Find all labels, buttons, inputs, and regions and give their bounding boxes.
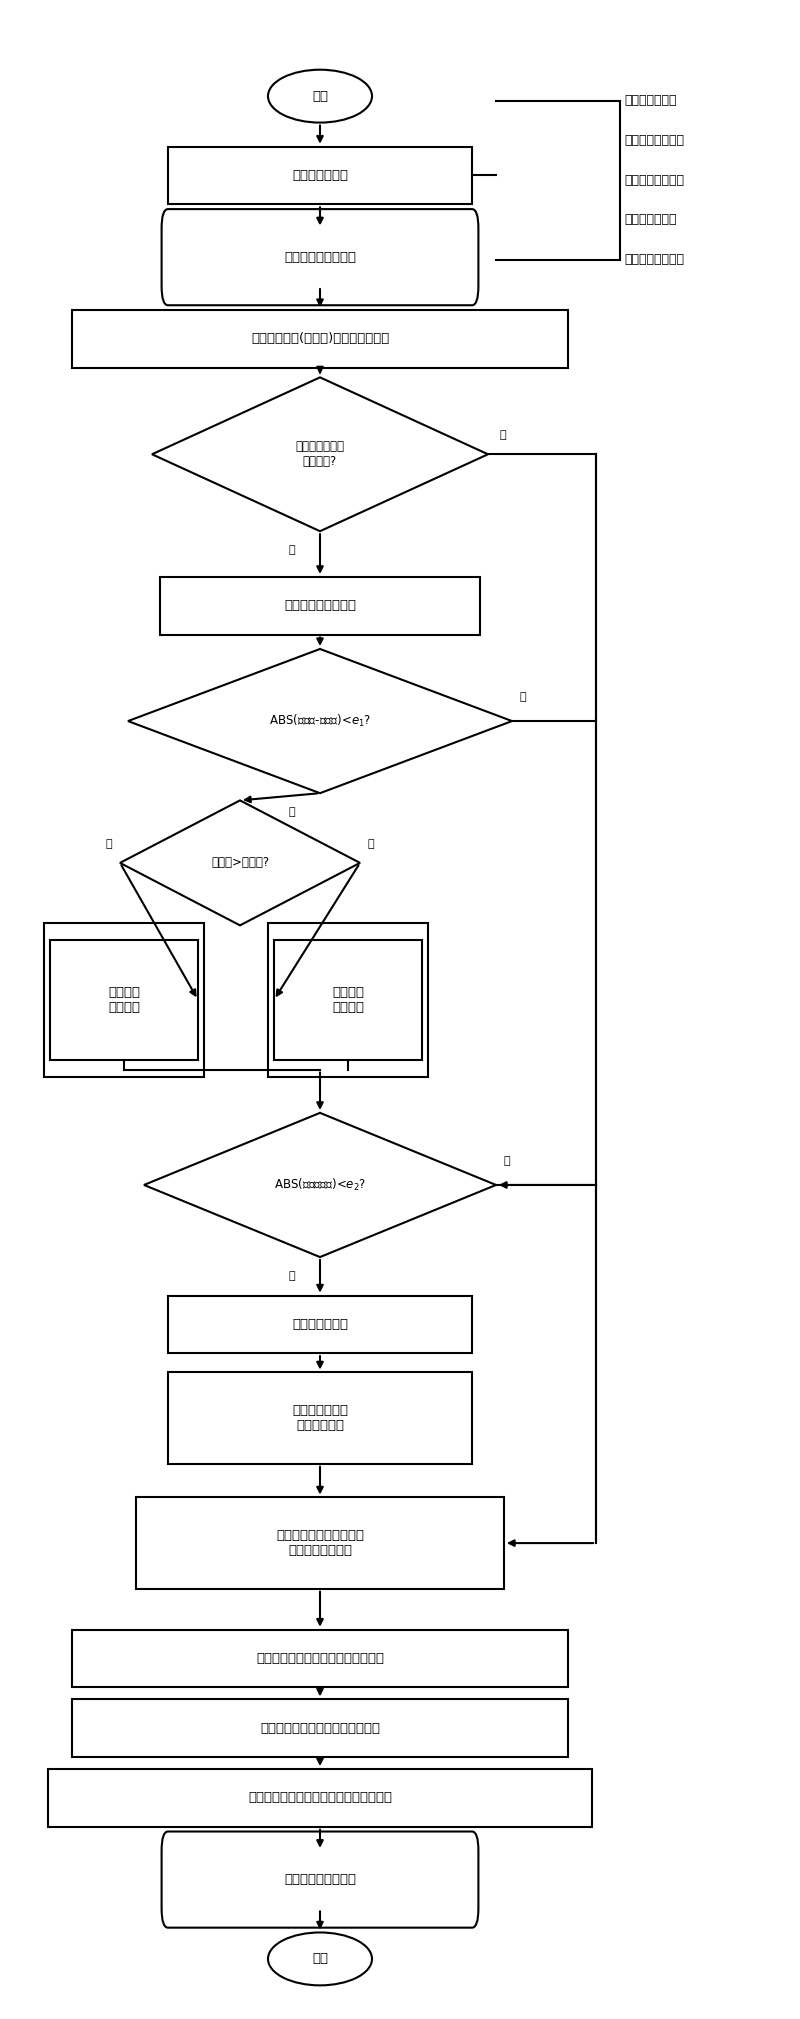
Text: 统计开路率和短路率: 统计开路率和短路率	[284, 600, 356, 612]
Text: 结束: 结束	[312, 1952, 328, 1964]
Text: 检测信号误差和误差变化的论域变换: 检测信号误差和误差变化的论域变换	[256, 1652, 384, 1666]
Text: 是: 是	[289, 545, 295, 555]
Text: 否: 否	[368, 838, 374, 848]
Text: 降低控制
目标中心: 降低控制 目标中心	[108, 985, 140, 1014]
Text: 自适应调整速度
输出比例因子: 自适应调整速度 输出比例因子	[292, 1403, 348, 1431]
Text: 否: 否	[289, 1272, 295, 1282]
Text: ABS(开路率-短路率)<$e_1$?: ABS(开路率-短路率)<$e_1$?	[269, 713, 371, 729]
Text: 开路率>短路率?: 开路率>短路率?	[211, 856, 269, 870]
Text: 否: 否	[289, 808, 295, 818]
Text: 比较短路率变化: 比较短路率变化	[292, 1318, 348, 1331]
Text: 控制中心调整系数: 控制中心调整系数	[624, 133, 684, 147]
Text: 放电率统计次数: 放电率统计次数	[624, 214, 677, 226]
Text: 保存控制中心调整系数和
速度输出比例因子: 保存控制中心调整系数和 速度输出比例因子	[276, 1528, 364, 1557]
Text: 实现调整因子解析式模糊控制规则: 实现调整因子解析式模糊控制规则	[260, 1722, 380, 1734]
Text: 提高控制
目标中心: 提高控制 目标中心	[332, 985, 364, 1014]
Text: 输出速度比例因子: 输出速度比例因子	[624, 174, 684, 188]
Text: 初始化主要变量: 初始化主要变量	[292, 170, 348, 182]
Text: 否: 否	[500, 430, 506, 440]
Text: 采样间隙电压(或电流)误差和误差变化: 采样间隙电压(或电流)误差和误差变化	[251, 333, 389, 345]
Text: 是否到达放电率
统计次数?: 是否到达放电率 统计次数?	[295, 440, 345, 468]
Text: 控制目标中心值: 控制目标中心值	[624, 95, 677, 107]
Text: 是: 是	[504, 1157, 510, 1165]
Text: 检测信号采样周期: 检测信号采样周期	[624, 252, 684, 267]
Text: 利用比例因子实现工具电极进退速度输出: 利用比例因子实现工具电极进退速度输出	[248, 1791, 392, 1805]
Text: 是: 是	[520, 693, 526, 703]
Text: 自适应模糊控制循环: 自适应模糊控制循环	[284, 1874, 356, 1886]
Text: ABS(短路率差值)<$e_2$?: ABS(短路率差值)<$e_2$?	[274, 1177, 366, 1193]
Text: 自适应模糊控制循环: 自适应模糊控制循环	[284, 250, 356, 264]
Text: 开始: 开始	[312, 89, 328, 103]
Text: 是: 是	[106, 838, 112, 848]
